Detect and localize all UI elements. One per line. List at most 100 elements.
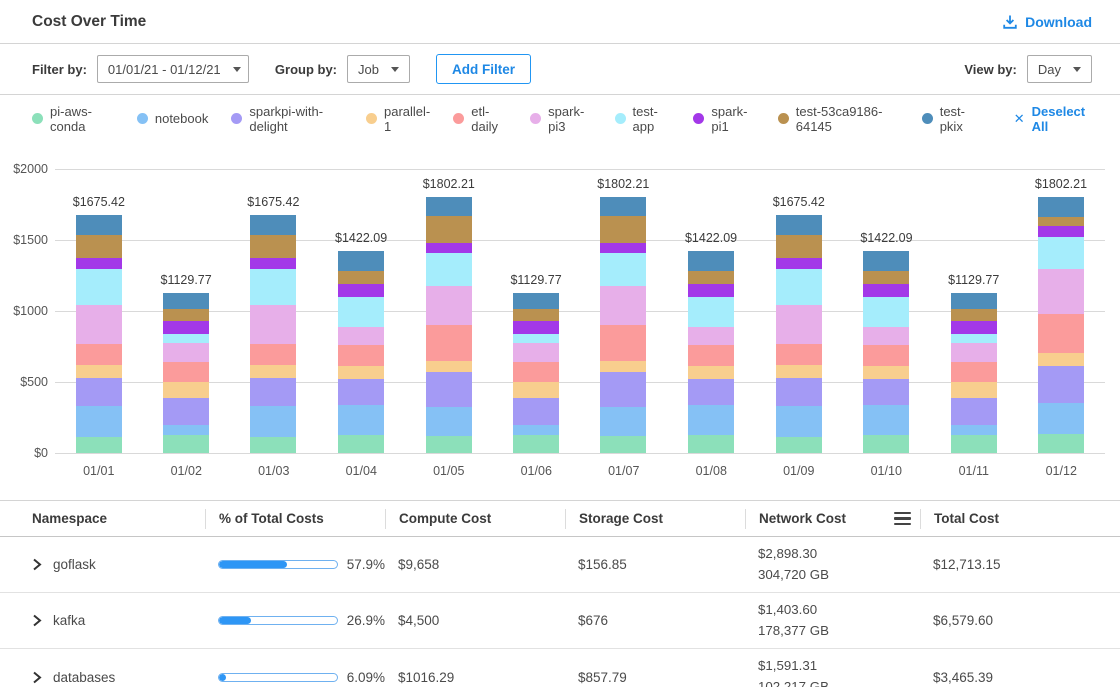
bar-segment-pi-aws-conda[interactable] xyxy=(163,435,209,453)
bar-segment-notebook[interactable] xyxy=(426,407,472,436)
bar-stack[interactable] xyxy=(688,251,734,453)
bar-segment-test-app[interactable] xyxy=(426,253,472,286)
chevron-right-icon[interactable] xyxy=(32,558,42,571)
bar-segment-sparkpi-with-delight[interactable] xyxy=(338,379,384,405)
bar-segment-test-pkix[interactable] xyxy=(163,293,209,309)
bar-segment-sparkpi-with-delight[interactable] xyxy=(1038,366,1084,403)
chevron-right-icon[interactable] xyxy=(32,671,42,684)
bar-segment-test-53ca9186-64145[interactable] xyxy=(863,271,909,284)
bar-segment-etl-daily[interactable] xyxy=(338,345,384,367)
bar-segment-test-pkix[interactable] xyxy=(250,215,296,235)
bar-segment-spark-pi1[interactable] xyxy=(951,321,997,333)
bar-segment-etl-daily[interactable] xyxy=(863,345,909,367)
bar-segment-spark-pi3[interactable] xyxy=(250,305,296,344)
bar-segment-parallel-1[interactable] xyxy=(513,382,559,398)
bar-segment-spark-pi3[interactable] xyxy=(426,286,472,325)
bar-segment-parallel-1[interactable] xyxy=(776,365,822,378)
bar-stack[interactable] xyxy=(76,215,122,453)
bar-segment-sparkpi-with-delight[interactable] xyxy=(250,378,296,406)
bar-segment-notebook[interactable] xyxy=(600,407,646,436)
bar-segment-test-app[interactable] xyxy=(1038,237,1084,269)
bar-segment-test-53ca9186-64145[interactable] xyxy=(426,216,472,244)
bar-segment-test-app[interactable] xyxy=(863,297,909,327)
bar-segment-spark-pi3[interactable] xyxy=(951,343,997,363)
bar-segment-spark-pi3[interactable] xyxy=(776,305,822,344)
bar-segment-test-pkix[interactable] xyxy=(951,293,997,309)
bar-segment-spark-pi1[interactable] xyxy=(776,258,822,268)
bar-segment-pi-aws-conda[interactable] xyxy=(1038,434,1084,453)
date-range-select[interactable]: 01/01/21 - 01/12/21 xyxy=(97,55,249,83)
bar-segment-notebook[interactable] xyxy=(338,405,384,435)
bar-segment-spark-pi1[interactable] xyxy=(250,258,296,268)
bar-segment-sparkpi-with-delight[interactable] xyxy=(426,372,472,406)
bar-segment-spark-pi1[interactable] xyxy=(1038,226,1084,238)
bar-stack[interactable] xyxy=(1038,197,1084,453)
bar-segment-etl-daily[interactable] xyxy=(688,345,734,367)
bar-segment-spark-pi3[interactable] xyxy=(76,305,122,344)
bar-segment-pi-aws-conda[interactable] xyxy=(76,437,122,453)
bar-segment-test-pkix[interactable] xyxy=(513,293,559,309)
bar-segment-parallel-1[interactable] xyxy=(951,382,997,398)
bar-segment-test-pkix[interactable] xyxy=(426,197,472,215)
legend-item-parallel-1[interactable]: parallel-1 xyxy=(366,104,430,134)
bar-segment-spark-pi3[interactable] xyxy=(600,286,646,325)
legend-item-spark-pi3[interactable]: spark-pi3 xyxy=(530,104,591,134)
bar-segment-spark-pi3[interactable] xyxy=(338,327,384,344)
legend-item-pi-aws-conda[interactable]: pi-aws-conda xyxy=(32,104,114,134)
bar-segment-test-app[interactable] xyxy=(338,297,384,327)
bar-segment-test-app[interactable] xyxy=(688,297,734,327)
bar-segment-sparkpi-with-delight[interactable] xyxy=(688,379,734,405)
bar-segment-sparkpi-with-delight[interactable] xyxy=(513,398,559,425)
bar-segment-test-53ca9186-64145[interactable] xyxy=(600,216,646,244)
bar-segment-notebook[interactable] xyxy=(863,405,909,435)
bar-segment-test-pkix[interactable] xyxy=(1038,197,1084,217)
bar-segment-spark-pi1[interactable] xyxy=(688,284,734,297)
group-by-select[interactable]: Job xyxy=(347,55,410,83)
legend-item-test-53ca9186-64145[interactable]: test-53ca9186-64145 xyxy=(778,104,899,134)
bar-segment-test-53ca9186-64145[interactable] xyxy=(513,309,559,321)
legend-item-etl-daily[interactable]: etl-daily xyxy=(453,104,507,134)
bar-segment-pi-aws-conda[interactable] xyxy=(600,436,646,453)
bar-segment-etl-daily[interactable] xyxy=(951,362,997,382)
bar-stack[interactable] xyxy=(163,293,209,453)
namespace-cell[interactable]: kafka xyxy=(32,613,205,628)
bar-segment-notebook[interactable] xyxy=(163,425,209,435)
bar-stack[interactable] xyxy=(776,215,822,453)
bar-segment-parallel-1[interactable] xyxy=(1038,353,1084,366)
bar-segment-test-53ca9186-64145[interactable] xyxy=(338,271,384,284)
bar-segment-test-53ca9186-64145[interactable] xyxy=(1038,217,1084,226)
bar-segment-notebook[interactable] xyxy=(951,425,997,435)
bar-segment-notebook[interactable] xyxy=(776,406,822,437)
bar-segment-spark-pi1[interactable] xyxy=(863,284,909,297)
bar-segment-pi-aws-conda[interactable] xyxy=(250,437,296,453)
bar-segment-pi-aws-conda[interactable] xyxy=(776,437,822,453)
bar-segment-pi-aws-conda[interactable] xyxy=(513,435,559,453)
bar-segment-etl-daily[interactable] xyxy=(250,344,296,365)
bar-stack[interactable] xyxy=(513,293,559,453)
bar-segment-test-app[interactable] xyxy=(776,269,822,305)
bar-segment-spark-pi3[interactable] xyxy=(863,327,909,344)
bar-segment-notebook[interactable] xyxy=(513,425,559,435)
namespace-cell[interactable]: databases xyxy=(32,670,205,685)
bar-segment-test-app[interactable] xyxy=(513,334,559,343)
bar-segment-notebook[interactable] xyxy=(76,406,122,437)
bar-segment-parallel-1[interactable] xyxy=(76,365,122,378)
bar-stack[interactable] xyxy=(338,251,384,453)
namespace-cell[interactable]: goflask xyxy=(32,557,205,572)
bar-segment-test-app[interactable] xyxy=(163,334,209,343)
bar-segment-parallel-1[interactable] xyxy=(338,366,384,379)
download-button[interactable]: Download xyxy=(1002,14,1092,30)
bar-segment-test-53ca9186-64145[interactable] xyxy=(76,235,122,259)
bar-segment-test-53ca9186-64145[interactable] xyxy=(163,309,209,321)
deselect-all-button[interactable]: ✕Deselect All xyxy=(1014,104,1092,134)
bar-segment-etl-daily[interactable] xyxy=(163,362,209,382)
bar-stack[interactable] xyxy=(250,215,296,453)
bar-stack[interactable] xyxy=(863,251,909,453)
bar-segment-pi-aws-conda[interactable] xyxy=(426,436,472,453)
bar-segment-parallel-1[interactable] xyxy=(250,365,296,378)
chevron-right-icon[interactable] xyxy=(32,614,42,627)
bar-segment-test-app[interactable] xyxy=(250,269,296,305)
bar-segment-etl-daily[interactable] xyxy=(426,325,472,361)
bar-segment-test-pkix[interactable] xyxy=(338,251,384,271)
bar-segment-spark-pi3[interactable] xyxy=(688,327,734,344)
